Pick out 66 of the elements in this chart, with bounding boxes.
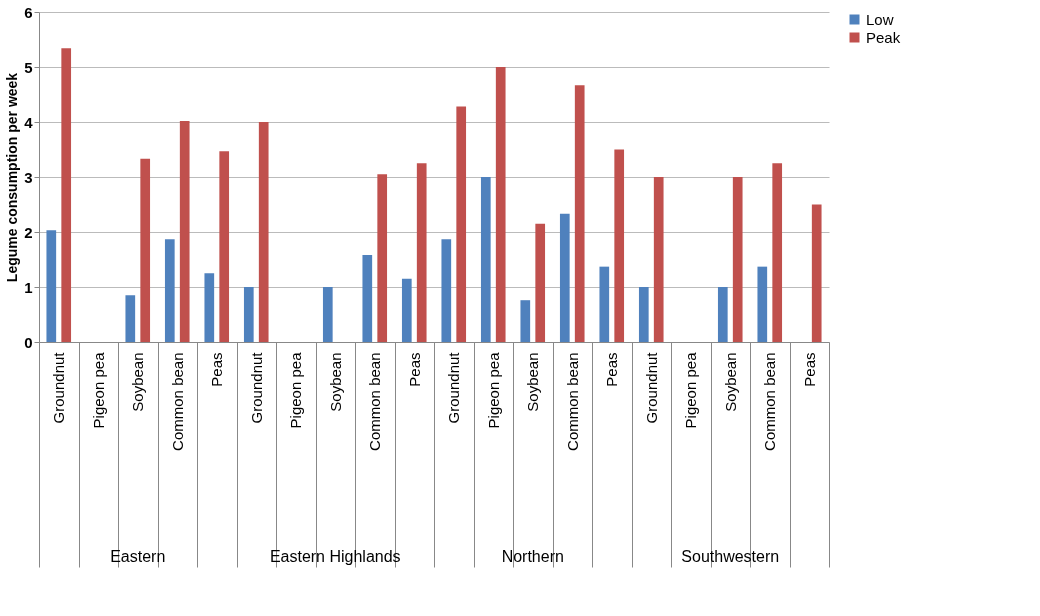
x-tick-label: Peas bbox=[800, 352, 818, 387]
bar bbox=[441, 239, 452, 342]
x-tick-label: Pigeon pea bbox=[287, 351, 305, 429]
bar bbox=[219, 151, 230, 342]
bar bbox=[535, 223, 546, 342]
bar bbox=[401, 278, 412, 342]
x-tick-label: Soybean bbox=[326, 352, 344, 412]
y-tick-label: 1 bbox=[24, 278, 33, 296]
y-tick-label: 2 bbox=[24, 223, 33, 241]
x-tick-label: Common bean bbox=[761, 352, 779, 451]
text: Eastern bbox=[110, 548, 166, 565]
bar bbox=[574, 85, 585, 342]
x-tick-label: Peas bbox=[603, 352, 621, 387]
x-tick-label: Soybean bbox=[524, 352, 542, 412]
x-tick-label: Pigeon pea bbox=[484, 351, 502, 429]
bar bbox=[520, 300, 531, 342]
bar bbox=[495, 67, 506, 342]
bar bbox=[772, 163, 783, 342]
x-tick-label: Soybean bbox=[721, 352, 739, 412]
y-tick-label: 4 bbox=[24, 113, 34, 131]
y-tick-label: 6 bbox=[24, 3, 33, 21]
bar bbox=[61, 48, 72, 342]
x-tick-label: Pigeon pea bbox=[89, 351, 107, 429]
bar bbox=[164, 239, 175, 342]
x-tick-label: Groundnut bbox=[50, 351, 68, 424]
x-tick-label: Common bean bbox=[168, 352, 186, 451]
y-axis-title: Legume consumption per week bbox=[4, 72, 21, 283]
x-tick-label: Common bean bbox=[366, 352, 384, 451]
bar bbox=[732, 177, 743, 342]
bar bbox=[811, 204, 822, 342]
text: Northern bbox=[501, 548, 564, 565]
bar bbox=[416, 163, 427, 342]
legend-label: Peak bbox=[866, 28, 901, 46]
bar bbox=[638, 287, 649, 342]
bar bbox=[757, 266, 768, 342]
bar bbox=[243, 287, 254, 342]
x-tick-label: Soybean bbox=[129, 352, 147, 412]
bar bbox=[456, 106, 467, 342]
x-tick-label: Peas bbox=[405, 352, 423, 387]
x-tick-label: Groundnut bbox=[247, 351, 265, 424]
bar bbox=[653, 177, 664, 342]
x-tick-label: Peas bbox=[208, 352, 226, 387]
text: Eastern Highlands bbox=[269, 548, 401, 565]
y-tick-label: 3 bbox=[24, 168, 33, 186]
bar bbox=[717, 287, 728, 342]
y-tick-label: 5 bbox=[24, 58, 33, 76]
bar bbox=[614, 149, 625, 342]
x-tick-label: Groundnut bbox=[642, 351, 660, 424]
bar bbox=[140, 158, 151, 342]
legend-label: Low bbox=[866, 10, 894, 28]
bar bbox=[362, 255, 373, 342]
bar bbox=[480, 177, 491, 342]
x-tick-label: Common bean bbox=[563, 352, 581, 451]
bar bbox=[377, 174, 388, 342]
bar bbox=[46, 230, 57, 342]
bar bbox=[204, 273, 215, 342]
bar bbox=[322, 287, 333, 342]
bar bbox=[559, 213, 570, 342]
text: Southwestern bbox=[681, 548, 780, 565]
x-tick-label: Pigeon pea bbox=[682, 351, 700, 429]
y-tick-label: 0 bbox=[24, 333, 33, 351]
bar bbox=[179, 120, 190, 342]
bar bbox=[258, 122, 269, 342]
x-tick-label: Groundnut bbox=[445, 351, 463, 424]
bar bbox=[599, 266, 610, 342]
bar bbox=[125, 295, 136, 342]
